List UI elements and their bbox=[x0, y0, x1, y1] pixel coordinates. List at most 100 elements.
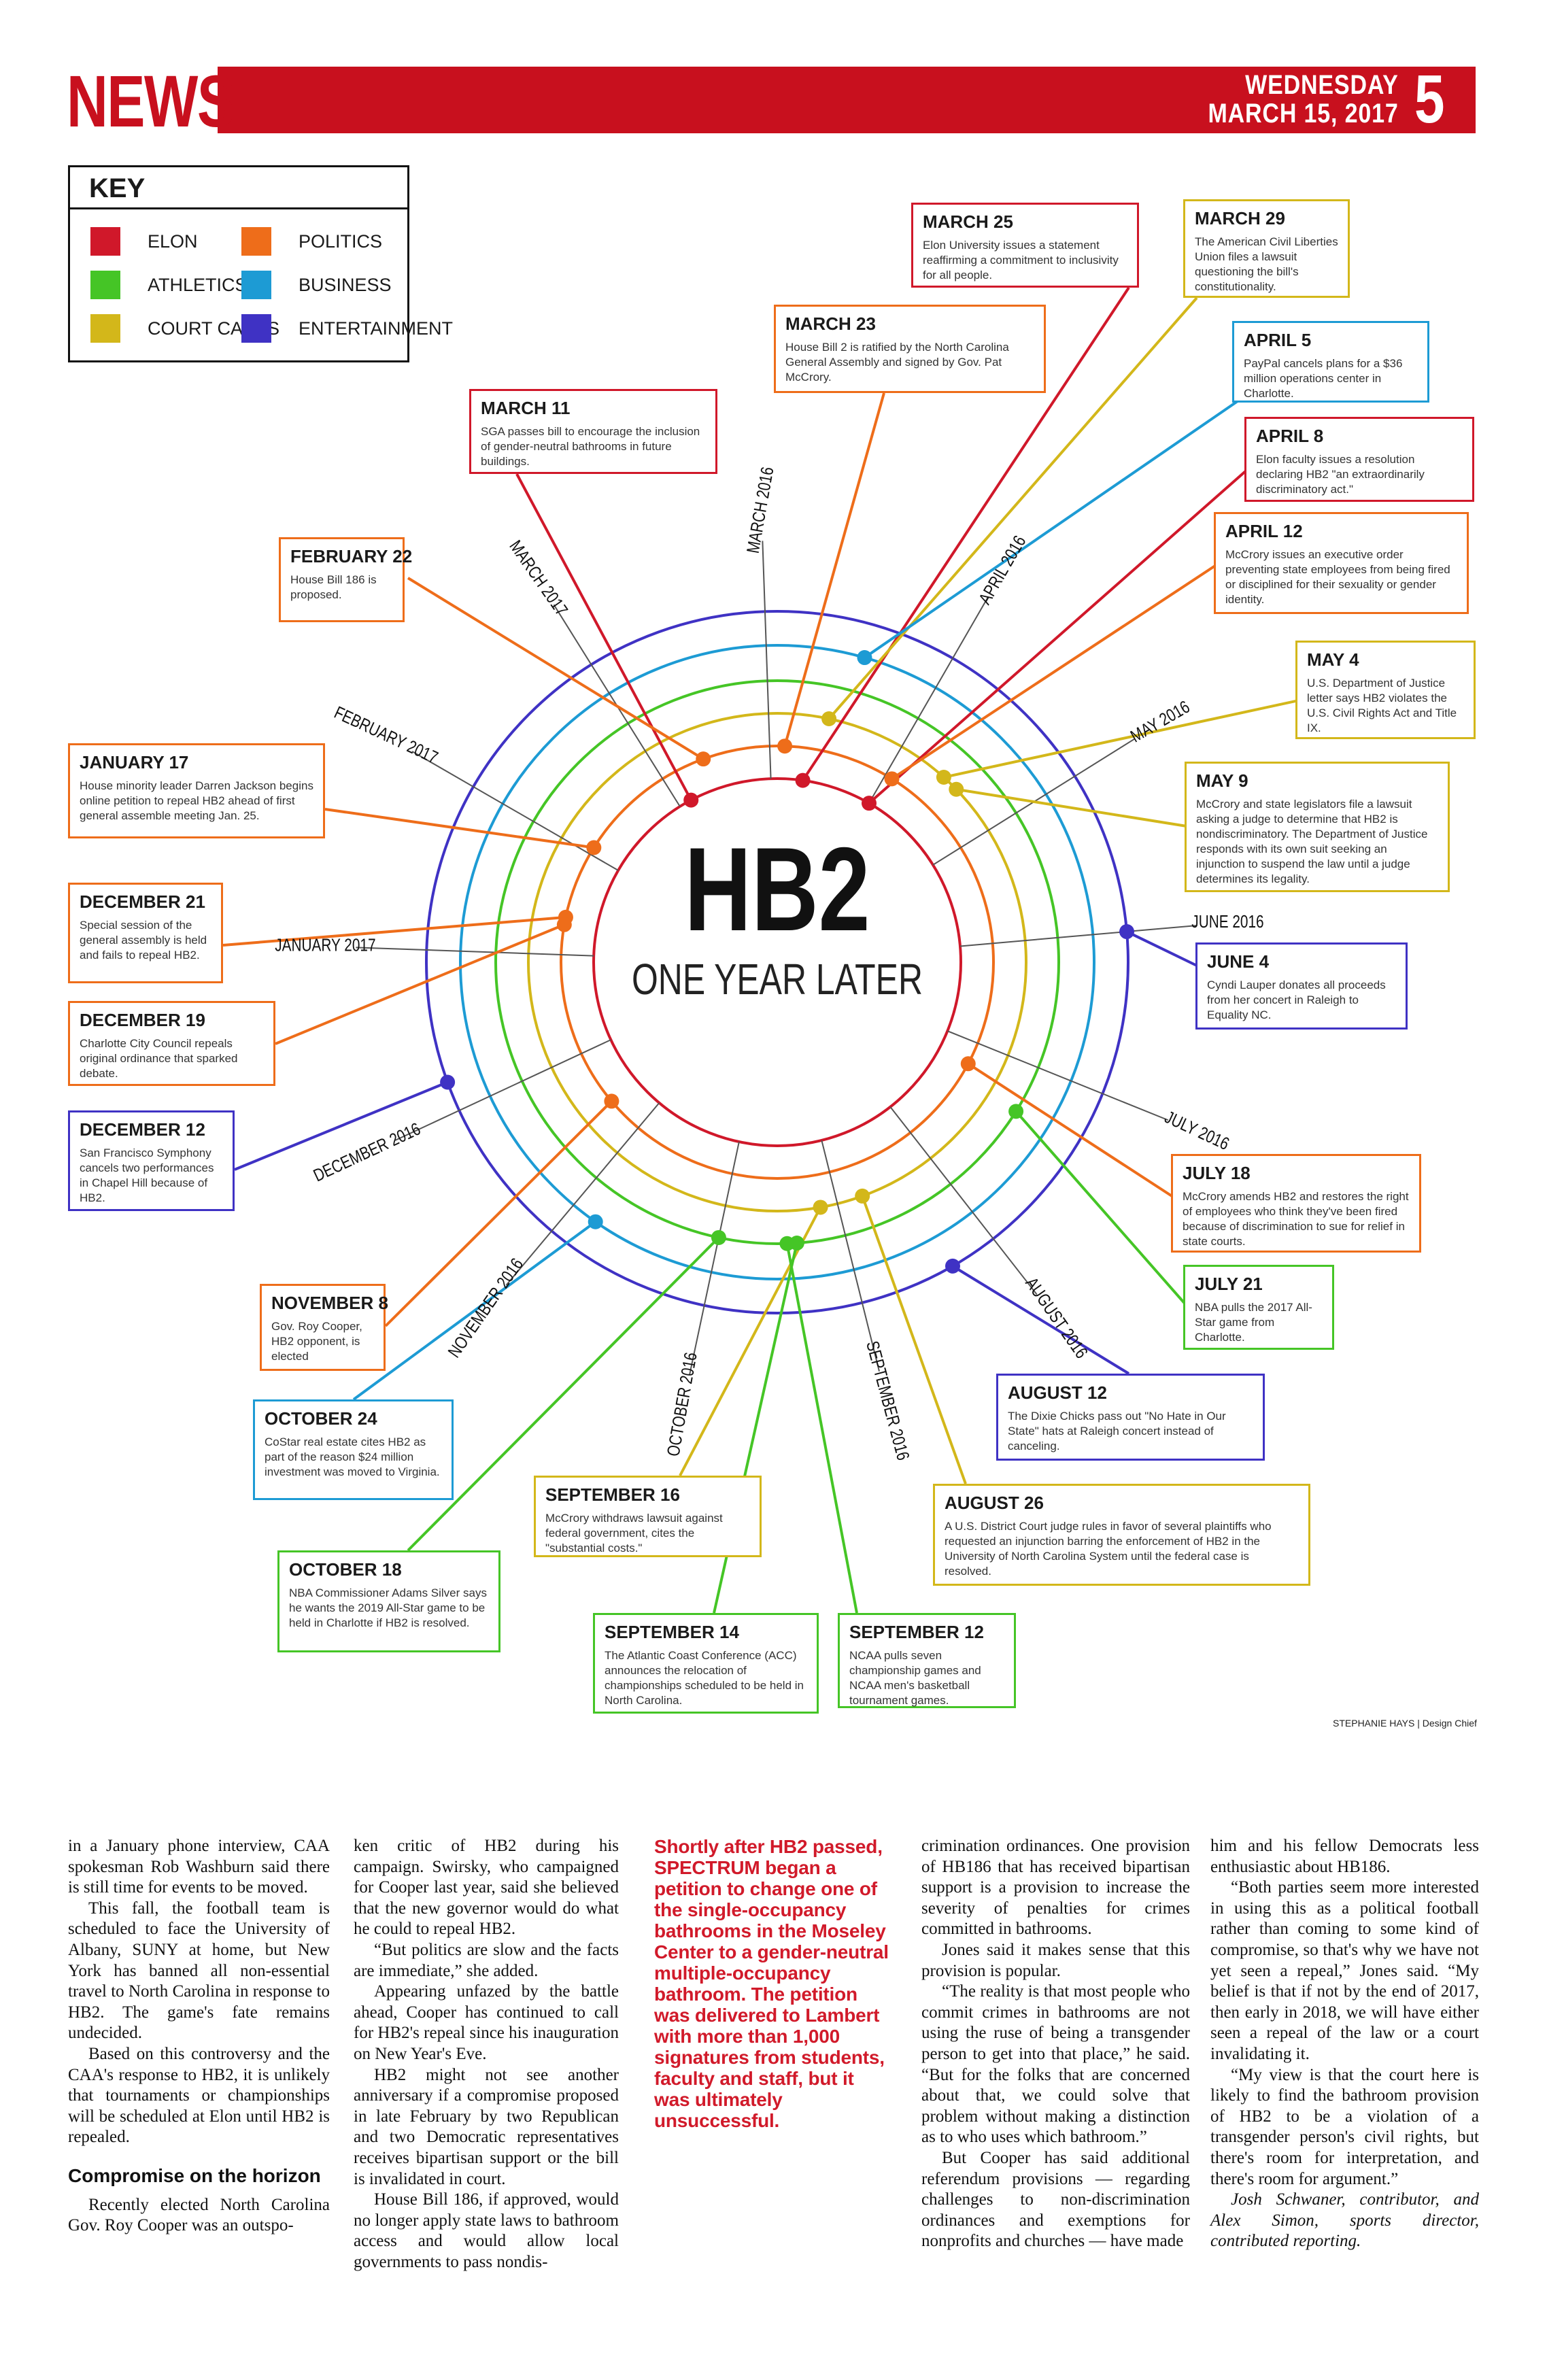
month-spoke bbox=[947, 1030, 1169, 1121]
leader-line bbox=[515, 473, 693, 801]
event-text: The Dixie Chicks pass out "No Hate in Ou… bbox=[1008, 1410, 1226, 1452]
event-dot bbox=[777, 738, 793, 754]
event-dot bbox=[884, 771, 900, 787]
article-paragraph: him and his fellow Democrats less enthus… bbox=[1210, 1837, 1479, 1876]
page-number: 5 bbox=[1414, 61, 1445, 137]
month-label: JANUARY 2017 bbox=[275, 935, 375, 955]
event-date: DECEMBER 19 bbox=[80, 1010, 205, 1030]
event-text: NCAA pulls seven championship games and … bbox=[849, 1649, 981, 1707]
key-item-business: BUSINESS bbox=[241, 271, 392, 299]
event-text: House Bill 186 is proposed. bbox=[290, 573, 377, 601]
event-dot bbox=[821, 711, 837, 726]
event-box-august-26: AUGUST 26 A U.S. District Court judge rul… bbox=[933, 1484, 1310, 1586]
ring-athletics bbox=[494, 679, 1060, 1245]
event-text: NBA Commissioner Adams Silver says he wa… bbox=[289, 1586, 487, 1629]
event-box-january-17: JANUARY 17 House minority leader Darren J… bbox=[68, 743, 325, 838]
leader-line bbox=[955, 787, 1187, 828]
event-box-december-21: DECEMBER 21 Special session of the genera… bbox=[68, 883, 223, 983]
event-dot bbox=[588, 1214, 603, 1229]
leader-line bbox=[407, 577, 704, 760]
event-date: MARCH 23 bbox=[785, 313, 876, 334]
event-box-december-12: DECEMBER 12 San Francisco Symphony cancel… bbox=[68, 1110, 235, 1211]
article-column-2: ken critic of HB2 during his campaign. S… bbox=[354, 1836, 619, 2273]
event-date: JULY 18 bbox=[1183, 1163, 1251, 1183]
month-label: DECEMBER 2016 bbox=[310, 1119, 423, 1185]
event-text: House Bill 2 is ratified by the North Ca… bbox=[785, 341, 1009, 384]
event-date: FEBRUARY 22 bbox=[290, 546, 413, 566]
article-paragraph: “The reality is that most people who com… bbox=[921, 1982, 1190, 2147]
leader-line bbox=[1015, 1110, 1188, 1307]
event-dot bbox=[696, 751, 711, 767]
event-box-november-8: NOVEMBER 8 Gov. Roy Cooper, HB2 opponent,… bbox=[260, 1284, 388, 1371]
key-item-entertainment: ENTERTAINMENT bbox=[241, 314, 453, 343]
article-paragraph: “But politics are slow and the facts are… bbox=[354, 1940, 619, 1980]
event-box-may-9: MAY 9 McCrory and state legislators file … bbox=[1185, 762, 1450, 892]
event-date: DECEMBER 21 bbox=[80, 891, 205, 912]
event-dot bbox=[586, 840, 602, 855]
key-label: BUSINESS bbox=[299, 274, 392, 295]
article-column-1: in a January phone interview, CAA spokes… bbox=[68, 1836, 330, 2237]
leader-line bbox=[801, 286, 1130, 781]
key-label: POLITICS bbox=[299, 231, 383, 252]
leader-line bbox=[324, 808, 594, 849]
leader-line bbox=[861, 1195, 967, 1484]
event-box-july-21: JULY 21 NBA pulls the 2017 All-Star game … bbox=[1183, 1265, 1334, 1350]
event-date: JANUARY 17 bbox=[80, 752, 189, 772]
event-box-march-25: MARCH 25 Elon University issues a stateme… bbox=[911, 203, 1139, 288]
key-item-politics: POLITICS bbox=[241, 227, 382, 256]
month-spoke bbox=[689, 1141, 740, 1375]
leader-line bbox=[967, 1062, 1174, 1198]
event-date: APRIL 12 bbox=[1225, 521, 1303, 541]
event-box-september-16: SEPTEMBER 16 McCrory withdraws lawsuit ag… bbox=[534, 1476, 762, 1557]
ring-entertainment bbox=[425, 610, 1129, 1314]
event-dot bbox=[855, 1188, 870, 1204]
event-box-april-12: APRIL 12 McCrory issues an executive orde… bbox=[1214, 512, 1469, 614]
key-swatch bbox=[241, 227, 271, 256]
article-paragraph: Jones said it makes sense that this prov… bbox=[921, 1940, 1190, 1980]
month-label: MARCH 2017 bbox=[506, 537, 572, 619]
event-date: MARCH 29 bbox=[1195, 208, 1285, 228]
event-box-march-29: MARCH 29 The American Civil Liberties Uni… bbox=[1183, 199, 1350, 298]
key-label: ELON bbox=[148, 231, 198, 252]
month-label: SEPTEMBER 2016 bbox=[863, 1339, 913, 1463]
month-label: NOVEMBER 2016 bbox=[444, 1255, 527, 1361]
section-title: NEWS bbox=[67, 60, 235, 142]
key-swatch bbox=[90, 314, 120, 343]
leader-line bbox=[407, 1236, 720, 1552]
event-box-october-18: OCTOBER 18 NBA Commissioner Adams Silver … bbox=[277, 1550, 500, 1652]
month-label: AUGUST 2016 bbox=[1022, 1274, 1092, 1362]
ring-politics bbox=[560, 745, 995, 1180]
header-dateline: WEDNESDAY MARCH 15, 2017 bbox=[1208, 71, 1399, 128]
leader-line bbox=[1126, 930, 1197, 967]
event-dot bbox=[556, 917, 572, 932]
leader-line bbox=[828, 296, 1198, 720]
month-spoke bbox=[762, 541, 772, 779]
event-date: DECEMBER 12 bbox=[80, 1119, 205, 1140]
article-paragraph: Appearing unfazed by the battle ahead, C… bbox=[354, 1982, 619, 2063]
event-date: AUGUST 26 bbox=[945, 1493, 1044, 1513]
ring-business bbox=[459, 644, 1095, 1280]
event-date: SEPTEMBER 12 bbox=[849, 1622, 984, 1642]
graphic-title: HB2 bbox=[684, 823, 870, 956]
legend-key: KEY ELON POLITICS ATHLETICS BUSINESS COU… bbox=[68, 165, 453, 362]
month-label: FEBRUARY 2017 bbox=[331, 702, 441, 768]
event-date: MAY 4 bbox=[1307, 649, 1359, 670]
key-swatch bbox=[241, 314, 271, 343]
event-dot bbox=[683, 792, 699, 808]
key-item-elon: ELON bbox=[90, 227, 198, 256]
month-label: MARCH 2016 bbox=[743, 465, 778, 554]
leader-line bbox=[864, 400, 1239, 659]
event-text: McCrory amends HB2 and restores the righ… bbox=[1183, 1190, 1409, 1248]
article-paragraph: But Cooper has said additional referendu… bbox=[921, 2148, 1190, 2251]
leader-line bbox=[234, 1081, 448, 1171]
leader-line bbox=[785, 1243, 858, 1614]
event-text: House minority leader Darren Jackson beg… bbox=[80, 779, 313, 822]
event-text: SGA passes bill to encourage the inclusi… bbox=[481, 425, 700, 468]
event-box-march-11: MARCH 11 SGA passes bill to encourage the… bbox=[469, 389, 717, 474]
month-spoke bbox=[889, 1106, 1038, 1295]
key-item-athletics: ATHLETICS bbox=[90, 271, 248, 299]
event-box-october-24: OCTOBER 24 CoStar real estate cites HB2 a… bbox=[253, 1399, 454, 1500]
graphic-subtitle: ONE YEAR LATER bbox=[632, 955, 923, 1004]
header-bar bbox=[218, 67, 1476, 133]
article-paragraph: “My view is that the court here is likel… bbox=[1210, 2065, 1479, 2188]
